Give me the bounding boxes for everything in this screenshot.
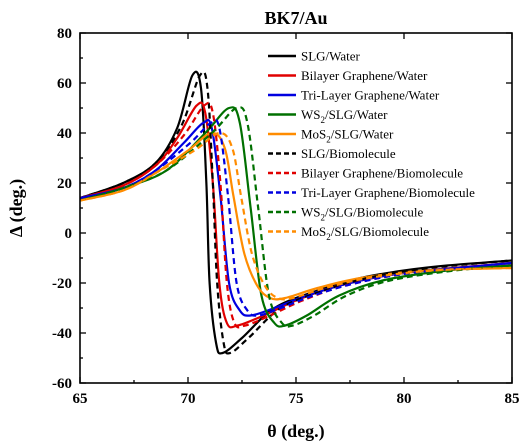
y-tick-label: 20 [57,176,72,192]
series-line-10 [79,131,513,301]
series-line-3 [79,118,513,317]
legend-label-text: Bilayer Graphene/Water [301,68,428,83]
legend-label-10: MoS2/SLG/Biomolecule [301,224,429,242]
legend: SLG/Water Bilayer Graphene/Water Tri-Layer… [268,49,475,242]
y-tick-label: 60 [57,76,72,92]
y-tick-label: 0 [65,226,73,242]
series-line-2 [79,101,513,329]
y-tick-label: -60 [52,376,72,392]
legend-label-subscript: 2 [321,115,326,125]
legend-label-text: Tri-Layer Graphene/Water [301,88,440,103]
x-tick-label: 70 [181,391,196,407]
x-tick-label: 65 [73,391,88,407]
y-tick-label: 80 [57,26,72,42]
legend-label-text: Tri-Layer Graphene/Biomolecule [301,185,475,200]
y-tick-label: -20 [52,276,72,292]
legend-label-text: Bilayer Graphene/Biomolecule [301,166,463,181]
legend-label-text: MoS [301,127,326,142]
legend-label-8: Tri-Layer Graphene/Biomolecule [301,185,475,200]
legend-label-5: MoS2/SLG/Water [301,127,394,145]
legend-label-text-rest: /SLG/Biomolecule [325,205,423,220]
legend-label-6: SLG/Biomolecule [301,146,396,161]
legend-label-7: Bilayer Graphene/Biomolecule [301,166,463,181]
legend-label-2: Bilayer Graphene/Water [301,68,428,83]
x-axis-label: θ (deg.) [267,421,324,442]
legend-label-text: SLG/Biomolecule [301,146,396,161]
legend-label-text: MoS [301,224,326,239]
legend-label-3: Tri-Layer Graphene/Water [301,88,440,103]
data-series [79,70,513,355]
legend-label-text: WS [301,107,321,122]
legend-label-text-rest: /SLG/Biomolecule [331,224,429,239]
series-line-6 [79,70,513,355]
legend-label-text: SLG/Water [301,49,361,64]
legend-label-text-rest: /SLG/Water [331,127,394,142]
legend-label-subscript: 2 [321,213,326,223]
plot-frame [79,32,513,384]
legend-label-1: SLG/Water [301,49,361,64]
legend-label-text: WS [301,205,321,220]
series-line-8 [79,118,513,317]
y-axis-label: Δ (deg.) [6,179,27,237]
series-line-5 [79,131,513,301]
axis-ticks: 65 70 75 80 85 -60 -40 -20 0 20 40 60 80 [52,26,520,407]
x-tick-label: 85 [505,391,520,407]
legend-label-subscript: 2 [326,232,331,242]
x-tick-label: 80 [397,391,412,407]
legend-label-text-rest: /SLG/Water [325,107,388,122]
legend-label-9: WS2/SLG/Biomolecule [301,205,423,223]
y-tick-label: -40 [52,326,72,342]
x-tick-label: 75 [289,391,304,407]
series-line-4 [79,106,513,328]
legend-label-subscript: 2 [326,135,331,145]
legend-label-4: WS2/SLG/Water [301,107,388,125]
chart-title: BK7/Au [264,8,327,28]
y-tick-label: 40 [57,126,72,142]
